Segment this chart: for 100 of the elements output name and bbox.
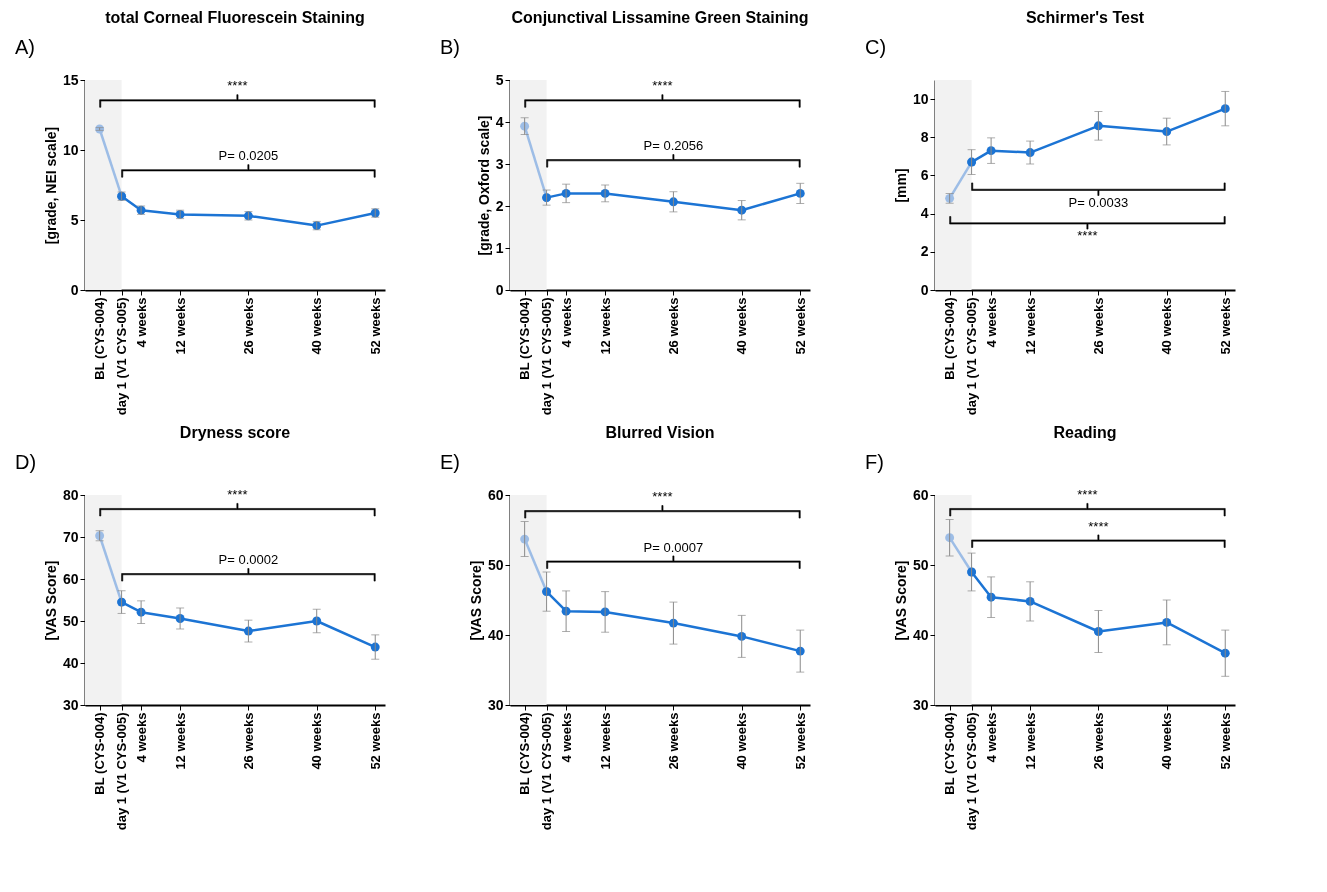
y-axis-title: [VAS Score] (892, 560, 909, 641)
x-tick-label: day 1 (V1 CYS-005) (964, 712, 980, 831)
y-tick-label: 10 (912, 90, 929, 107)
y-tick-label: 5 (70, 211, 79, 228)
annotation: P= 0.0002 (218, 552, 279, 568)
y-axis-title: [VAS Score] (42, 560, 59, 641)
x-tick-label: 12 weeks (172, 712, 188, 770)
x-tick-label: 40 weeks (309, 297, 325, 355)
y-tick-label: 70 (62, 528, 79, 545)
annotation: **** (227, 78, 248, 94)
x-tick-label: 26 weeks (665, 712, 681, 770)
annotation: P= 0.2056 (643, 138, 704, 154)
x-tick-label: 40 weeks (1159, 712, 1175, 770)
x-tick-label: 12 weeks (597, 297, 613, 355)
x-tick-label: 12 weeks (1022, 297, 1038, 355)
y-axis-title: [grade, NEI scale] (42, 126, 59, 245)
chart-title: Reading (1053, 424, 1117, 441)
x-tick-label: 40 weeks (309, 712, 325, 770)
x-tick-label: day 1 (V1 CYS-005) (539, 297, 555, 416)
x-tick-label: day 1 (V1 CYS-005) (114, 297, 130, 416)
y-tick-label: 30 (912, 696, 929, 713)
x-tick-label: BL (CYS-004) (942, 297, 958, 380)
chart-title: Conjunctival Lissamine Green Staining (511, 9, 809, 26)
x-tick-label: day 1 (V1 CYS-005) (964, 297, 980, 416)
x-tick-label: BL (CYS-004) (942, 712, 958, 795)
y-axis-title: [VAS Score] (467, 560, 484, 641)
y-tick-label: 40 (487, 626, 504, 643)
x-tick-label: 4 weeks (558, 712, 574, 763)
y-tick-label: 0 (495, 281, 504, 298)
x-tick-label: BL (CYS-004) (517, 712, 533, 795)
x-tick-label: 4 weeks (983, 297, 999, 348)
x-tick-label: 40 weeks (1159, 297, 1175, 355)
text: D) (15, 451, 37, 473)
y-tick-label: 6 (920, 166, 929, 183)
y-tick-label: 0 (70, 281, 79, 298)
x-tick-label: BL (CYS-004) (517, 297, 533, 380)
y-tick-label: 60 (487, 486, 504, 503)
x-tick-label: 4 weeks (558, 297, 574, 348)
x-tick-label: 40 weeks (734, 297, 750, 355)
annotation: P= 0.0033 (1068, 194, 1129, 210)
y-tick-label: 30 (487, 696, 504, 713)
text: F) (865, 451, 884, 473)
x-tick-label: 26 weeks (1090, 297, 1106, 355)
annotation: **** (1077, 487, 1098, 503)
y-tick-label: 40 (62, 654, 79, 671)
x-tick-label: 12 weeks (1022, 712, 1038, 770)
y-tick-label: 1 (495, 239, 504, 256)
x-tick-label: BL (CYS-004) (92, 712, 108, 795)
y-tick-label: 8 (920, 128, 929, 145)
y-tick-label: 40 (912, 626, 929, 643)
y-tick-label: 30 (62, 696, 79, 713)
annotation: P= 0.0007 (643, 539, 704, 555)
chart-title: Schirmer's Test (1025, 9, 1145, 26)
x-tick-label: 52 weeks (792, 297, 808, 355)
y-tick-label: 60 (62, 570, 79, 587)
y-tick-label: 4 (920, 205, 929, 222)
annotation: P= 0.0205 (218, 148, 279, 164)
y-tick-label: 0 (920, 281, 929, 298)
y-tick-label: 80 (62, 486, 79, 503)
x-tick-label: 52 weeks (367, 712, 383, 770)
annotation: **** (227, 487, 248, 503)
x-tick-label: 12 weeks (172, 297, 188, 355)
y-axis-title: [grade, Oxford scale] (475, 115, 492, 256)
x-tick-label: 26 weeks (240, 712, 256, 770)
x-tick-label: BL (CYS-004) (92, 297, 108, 380)
x-tick-label: 26 weeks (1090, 712, 1106, 770)
x-tick-label: 26 weeks (665, 297, 681, 355)
chart-title: Blurred Vision (605, 424, 715, 441)
y-tick-label: 4 (495, 113, 504, 130)
y-tick-label: 10 (62, 141, 79, 158)
y-tick-label: 60 (912, 486, 929, 503)
x-tick-label: 52 weeks (367, 297, 383, 355)
y-axis-title: [mm] (892, 168, 909, 203)
x-tick-label: 12 weeks (597, 712, 613, 770)
y-tick-label: 50 (912, 556, 929, 573)
text: C) (865, 36, 887, 58)
annotation: **** (1077, 228, 1098, 244)
y-tick-label: 2 (495, 197, 504, 214)
chart-title: Dryness score (179, 424, 291, 441)
y-tick-label: 50 (62, 612, 79, 629)
text: E) (440, 451, 460, 473)
y-tick-label: 3 (495, 155, 504, 172)
chart-title: total Corneal Fluorescein Staining (105, 9, 365, 26)
annotation: **** (652, 489, 673, 505)
x-tick-label: 4 weeks (133, 712, 149, 763)
annotation: **** (652, 78, 673, 94)
x-tick-label: 40 weeks (734, 712, 750, 770)
x-tick-label: 26 weeks (240, 297, 256, 355)
x-tick-label: 52 weeks (1217, 297, 1233, 355)
y-tick-label: 2 (920, 243, 929, 260)
x-tick-label: 4 weeks (983, 712, 999, 763)
x-tick-label: day 1 (V1 CYS-005) (539, 712, 555, 831)
x-tick-label: 4 weeks (133, 297, 149, 348)
text: B) (440, 36, 460, 58)
annotation: **** (1088, 518, 1109, 534)
y-tick-label: 15 (62, 71, 79, 88)
y-tick-label: 50 (487, 556, 504, 573)
y-tick-label: 5 (495, 71, 504, 88)
x-tick-label: 52 weeks (792, 712, 808, 770)
x-tick-label: 52 weeks (1217, 712, 1233, 770)
